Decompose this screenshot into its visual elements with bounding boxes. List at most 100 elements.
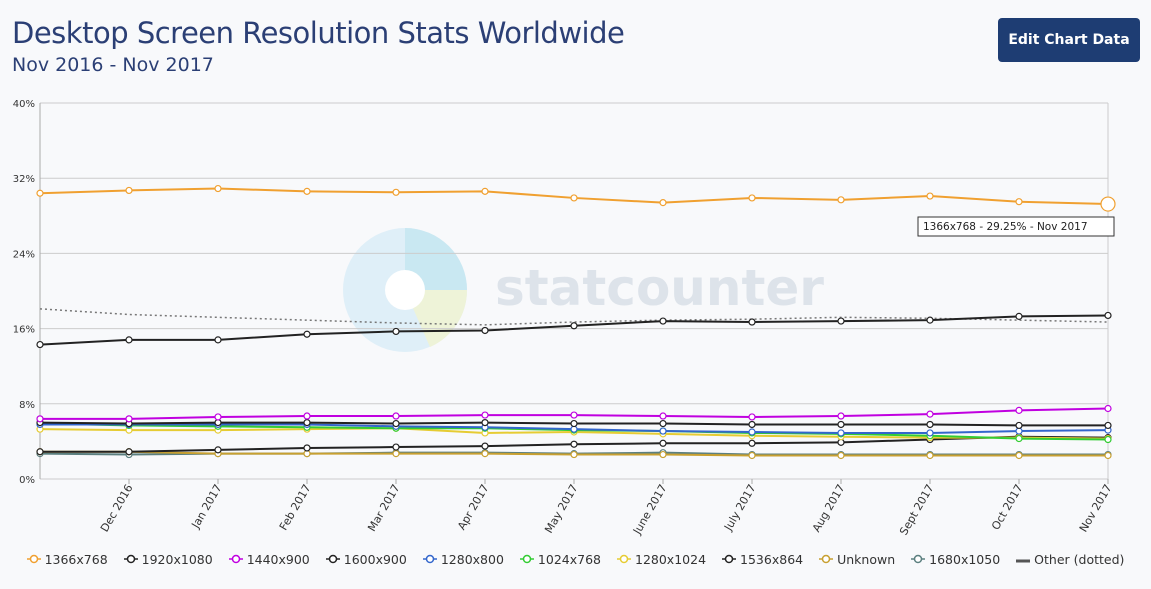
data-point [214, 413, 222, 421]
data-point [570, 322, 578, 330]
legend-label: 1280x800 [440, 552, 504, 567]
x-tick-label: Aug 2017 [810, 482, 848, 534]
legend-item[interactable]: 1680x1050 [911, 552, 1000, 567]
y-tick-label: 40% [13, 99, 35, 110]
data-point [303, 419, 311, 427]
data-point [748, 194, 756, 202]
diamond-marker-icon [325, 552, 340, 567]
data-point [125, 415, 133, 423]
legend-item[interactable]: Unknown [819, 552, 895, 567]
data-point [1015, 406, 1023, 414]
data-point [659, 412, 667, 420]
y-tick-label: 0% [19, 475, 35, 486]
watermark-text: statcounter [495, 259, 824, 317]
data-point [837, 420, 845, 429]
y-tick-label: 24% [13, 249, 35, 260]
legend-label: 1536x864 [740, 552, 804, 567]
x-tick-label: Jan 2017 [189, 482, 225, 531]
data-point [837, 317, 845, 325]
x-tick-label: Sept 2017 [897, 482, 937, 537]
data-point [837, 429, 845, 437]
data-point [1104, 451, 1112, 460]
diamond-marker-icon [819, 552, 834, 567]
data-point [36, 448, 44, 456]
x-tick-label: Mar 2017 [365, 482, 402, 534]
series-line-1920x1080 [39, 314, 1109, 346]
data-point [303, 330, 311, 338]
page-title: Desktop Screen Resolution Stats Worldwid… [12, 16, 625, 50]
watermark-logo-hole [385, 270, 425, 310]
data-point [1104, 421, 1112, 430]
data-point [125, 186, 133, 195]
data-point [392, 327, 400, 336]
legend-label: 1600x900 [343, 552, 407, 567]
data-point [481, 442, 489, 450]
legend-item[interactable]: 1024x768 [519, 552, 601, 567]
watermark-logo-slice [405, 290, 468, 347]
diamond-marker-icon [519, 552, 534, 567]
legend-item[interactable]: Other (dotted) [1016, 552, 1124, 567]
data-point [926, 429, 934, 437]
y-tick-label: 16% [13, 325, 35, 336]
legend-label: Unknown [837, 552, 896, 567]
legend-item[interactable]: 1280x800 [422, 552, 504, 567]
legend-label: Other (dotted) [1034, 552, 1125, 567]
data-point [36, 189, 44, 197]
legend-label: 1366x768 [44, 552, 108, 567]
data-point [570, 194, 578, 202]
data-point [748, 420, 756, 429]
data-point [1015, 312, 1023, 320]
x-tick-label: Nov 2017 [1077, 482, 1115, 534]
data-point [481, 187, 489, 195]
diamond-marker-icon [911, 552, 926, 567]
legend-item[interactable]: 1440x900 [228, 552, 310, 567]
legend-label: 1680x1050 [929, 552, 1001, 567]
data-point [659, 427, 667, 435]
data-point [392, 443, 400, 451]
data-point [303, 187, 311, 195]
data-point [748, 318, 756, 326]
x-tick-label: Oct 2017 [989, 482, 1026, 532]
data-point [1015, 451, 1023, 460]
data-point [659, 199, 667, 207]
data-point [481, 411, 489, 419]
legend-item[interactable]: 1600x900 [325, 552, 407, 567]
legend-item[interactable]: 1536x864 [722, 552, 803, 567]
data-point [659, 439, 667, 447]
x-tick-label: July 2017 [721, 482, 758, 534]
data-point [1104, 311, 1112, 320]
edit-chart-data-button[interactable]: Edit Chart Data [998, 18, 1140, 62]
line-chart: statcounter 0% 8% 16% 24% 32% 40% Dec 2016 Jan 2… [13, 99, 1116, 537]
legend-item[interactable]: 1920x1080 [123, 552, 213, 567]
data-point [837, 412, 845, 420]
data-point [392, 419, 400, 428]
data-point [926, 451, 934, 460]
data-point [570, 450, 578, 459]
y-tick-label: 8% [19, 400, 35, 411]
x-tick-label: June 2017 [630, 482, 669, 537]
data-point [748, 413, 756, 421]
data-point [926, 192, 934, 200]
data-point [125, 448, 133, 456]
legend-item[interactable]: 1366x768 [26, 552, 108, 567]
data-point [748, 451, 756, 460]
data-point [1015, 434, 1023, 443]
legend-item[interactable]: 1280x1024 [617, 552, 706, 567]
data-point [659, 450, 667, 459]
data-point [481, 419, 489, 427]
data-point [748, 428, 756, 436]
diamond-marker-icon [422, 552, 437, 567]
data-point [392, 412, 400, 420]
diamond-marker-icon [722, 552, 737, 567]
legend-label: 1440x900 [246, 552, 310, 567]
diamond-marker-icon [26, 552, 41, 567]
data-point [303, 444, 311, 452]
data-point [481, 326, 489, 335]
data-point [837, 451, 845, 460]
legend: 1366x768 1920x1080 1440x900 1600x900 1280x80… [0, 552, 1151, 567]
data-point [659, 317, 667, 325]
legend-label: 1024x768 [537, 552, 601, 567]
data-point [214, 446, 222, 454]
diamond-marker-icon [617, 552, 631, 567]
tooltip-text: 1366x768 - 29.25% - Nov 2017 [923, 221, 1088, 233]
